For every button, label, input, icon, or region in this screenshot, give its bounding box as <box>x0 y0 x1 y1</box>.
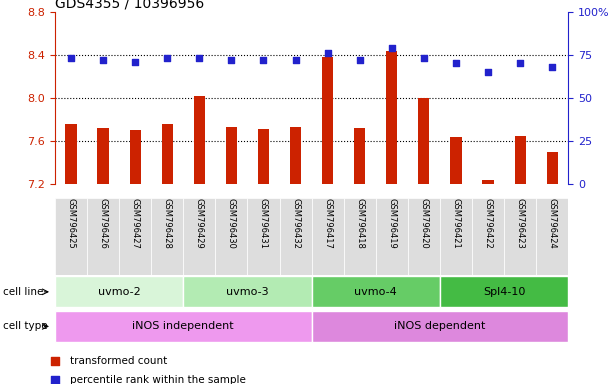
Point <box>98 57 108 63</box>
Point <box>547 64 557 70</box>
Bar <box>55 276 183 307</box>
Point <box>291 57 301 63</box>
Text: GSM796417: GSM796417 <box>323 198 332 249</box>
Bar <box>312 198 343 275</box>
Text: GSM796427: GSM796427 <box>131 198 140 249</box>
Bar <box>547 152 558 184</box>
Point <box>515 60 525 66</box>
Text: cell type: cell type <box>3 321 48 331</box>
Bar <box>440 198 472 275</box>
Bar <box>183 276 312 307</box>
Text: GSM796419: GSM796419 <box>387 198 397 248</box>
Bar <box>483 180 494 184</box>
Point <box>66 55 76 61</box>
Point <box>227 57 236 63</box>
Point <box>194 55 204 61</box>
Bar <box>130 130 141 184</box>
Text: cell line: cell line <box>3 287 43 297</box>
Point <box>307 152 316 159</box>
Bar <box>55 311 312 342</box>
Bar <box>162 124 173 184</box>
Text: GSM796426: GSM796426 <box>98 198 108 249</box>
Bar <box>312 311 568 342</box>
Bar <box>98 128 109 184</box>
Text: GSM796424: GSM796424 <box>547 198 557 248</box>
Bar <box>258 129 269 184</box>
Bar <box>504 198 536 275</box>
Point <box>451 60 461 66</box>
Text: GSM796423: GSM796423 <box>516 198 525 249</box>
Bar <box>322 57 333 184</box>
Bar <box>194 96 205 184</box>
Text: GSM796425: GSM796425 <box>67 198 76 248</box>
Bar <box>419 98 430 184</box>
Text: GSM796420: GSM796420 <box>419 198 428 248</box>
Bar <box>450 137 461 184</box>
Bar <box>312 276 440 307</box>
Point <box>323 50 332 56</box>
Text: iNOS dependent: iNOS dependent <box>394 321 486 331</box>
Bar <box>472 198 504 275</box>
Text: uvmo-4: uvmo-4 <box>354 287 397 297</box>
Point <box>163 55 172 61</box>
Text: iNOS independent: iNOS independent <box>133 321 234 331</box>
Point <box>419 55 429 61</box>
Bar <box>343 198 376 275</box>
Text: percentile rank within the sample: percentile rank within the sample <box>70 375 246 384</box>
Bar <box>65 124 76 184</box>
Bar <box>247 198 280 275</box>
Point <box>483 69 493 75</box>
Text: GSM796428: GSM796428 <box>163 198 172 249</box>
Text: GSM796432: GSM796432 <box>291 198 300 249</box>
Point <box>307 327 316 333</box>
Point <box>387 45 397 51</box>
Point <box>130 59 140 65</box>
Text: GSM796421: GSM796421 <box>452 198 461 248</box>
Bar <box>87 198 119 275</box>
Bar <box>226 127 237 184</box>
Bar <box>440 276 568 307</box>
Text: GSM796418: GSM796418 <box>355 198 364 249</box>
Bar <box>290 127 301 184</box>
Bar <box>408 198 440 275</box>
Bar <box>376 198 408 275</box>
Bar <box>386 51 397 184</box>
Text: uvmo-2: uvmo-2 <box>98 287 141 297</box>
Bar <box>280 198 312 275</box>
Text: uvmo-3: uvmo-3 <box>226 287 269 297</box>
Point <box>355 57 365 63</box>
Bar <box>119 198 152 275</box>
Bar <box>514 136 525 184</box>
Bar <box>183 198 216 275</box>
Text: transformed count: transformed count <box>70 356 167 366</box>
Text: GSM796422: GSM796422 <box>483 198 492 248</box>
Text: GSM796430: GSM796430 <box>227 198 236 249</box>
Text: GDS4355 / 10396956: GDS4355 / 10396956 <box>55 0 204 10</box>
Bar <box>216 198 247 275</box>
Text: GSM796431: GSM796431 <box>259 198 268 249</box>
Bar <box>152 198 183 275</box>
Text: GSM796429: GSM796429 <box>195 198 204 248</box>
Bar <box>536 198 568 275</box>
Bar <box>354 128 365 184</box>
Text: Spl4-10: Spl4-10 <box>483 287 525 297</box>
Bar <box>55 198 87 275</box>
Point <box>258 57 268 63</box>
